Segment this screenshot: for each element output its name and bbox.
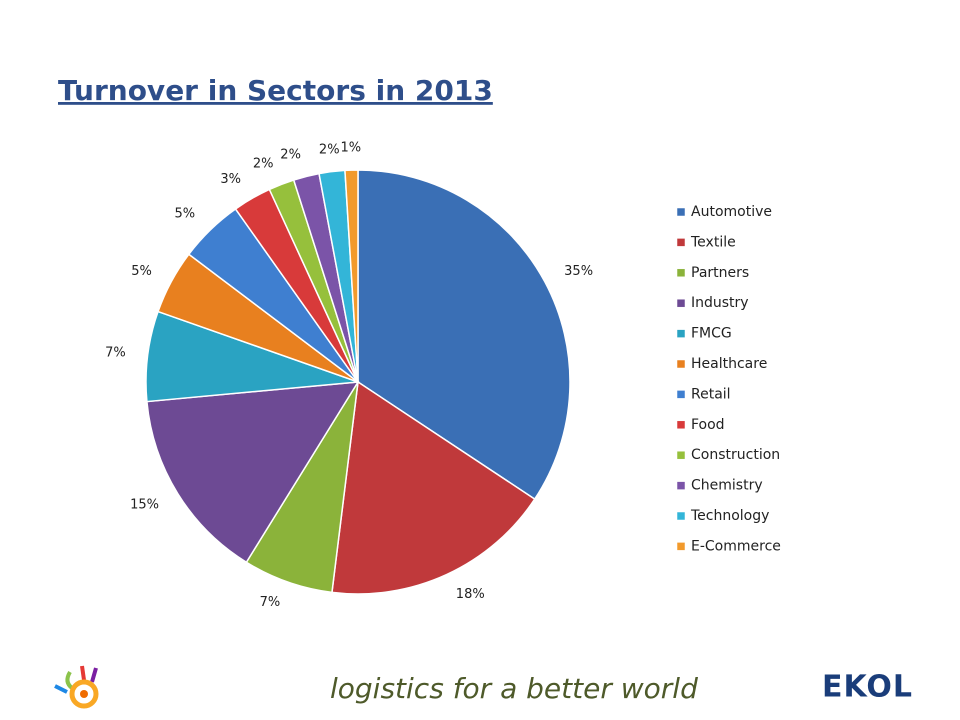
pie-slice xyxy=(146,381,360,564)
legend-label: Food xyxy=(691,417,725,433)
legend-swatch xyxy=(676,420,686,430)
legend-label: Industry xyxy=(691,295,749,311)
data-label: 2% xyxy=(253,156,274,171)
legend-swatch xyxy=(676,511,686,521)
data-label: 5% xyxy=(174,207,195,222)
legend-label: Healthcare xyxy=(691,356,767,372)
legend-label: Chemistry xyxy=(691,478,763,494)
legend-label: Automotive xyxy=(691,204,772,220)
data-label: 7% xyxy=(260,595,281,610)
legend-label: FMCG xyxy=(691,326,732,342)
legend-swatch xyxy=(676,207,686,217)
hand-logo xyxy=(54,665,99,709)
pie-slice xyxy=(344,169,359,383)
data-label: 1% xyxy=(340,141,361,156)
legend-swatch xyxy=(676,450,686,460)
data-label: 15% xyxy=(130,498,159,513)
legend-swatch xyxy=(676,481,686,490)
legend-label: Construction xyxy=(691,447,780,463)
legend-label: Partners xyxy=(691,265,749,281)
company-logo: EKOL xyxy=(822,670,913,705)
tagline: logistics for a better world xyxy=(330,672,698,705)
legend-swatch xyxy=(676,359,686,369)
data-label: 2% xyxy=(319,142,340,157)
data-label: 3% xyxy=(220,172,241,187)
data-label: 7% xyxy=(105,346,126,361)
legend-swatch xyxy=(676,390,686,399)
legend-label: Textile xyxy=(690,234,736,250)
legend-label: E-Commerce xyxy=(691,538,781,554)
legend-swatch xyxy=(676,238,686,247)
legend-swatch xyxy=(676,268,686,278)
data-label: 35% xyxy=(564,264,593,279)
legend-swatch xyxy=(676,329,686,338)
legend-label: Technology xyxy=(690,508,769,524)
data-label: 5% xyxy=(131,264,152,279)
pie-slice xyxy=(331,380,536,595)
legend-swatch xyxy=(676,542,686,551)
data-label: 18% xyxy=(456,587,485,602)
data-label: 2% xyxy=(280,148,301,163)
legend-label: Retail xyxy=(691,386,731,402)
chart-title: Turnover in Sectors in 2013 xyxy=(58,74,493,107)
legend-swatch xyxy=(676,298,686,308)
